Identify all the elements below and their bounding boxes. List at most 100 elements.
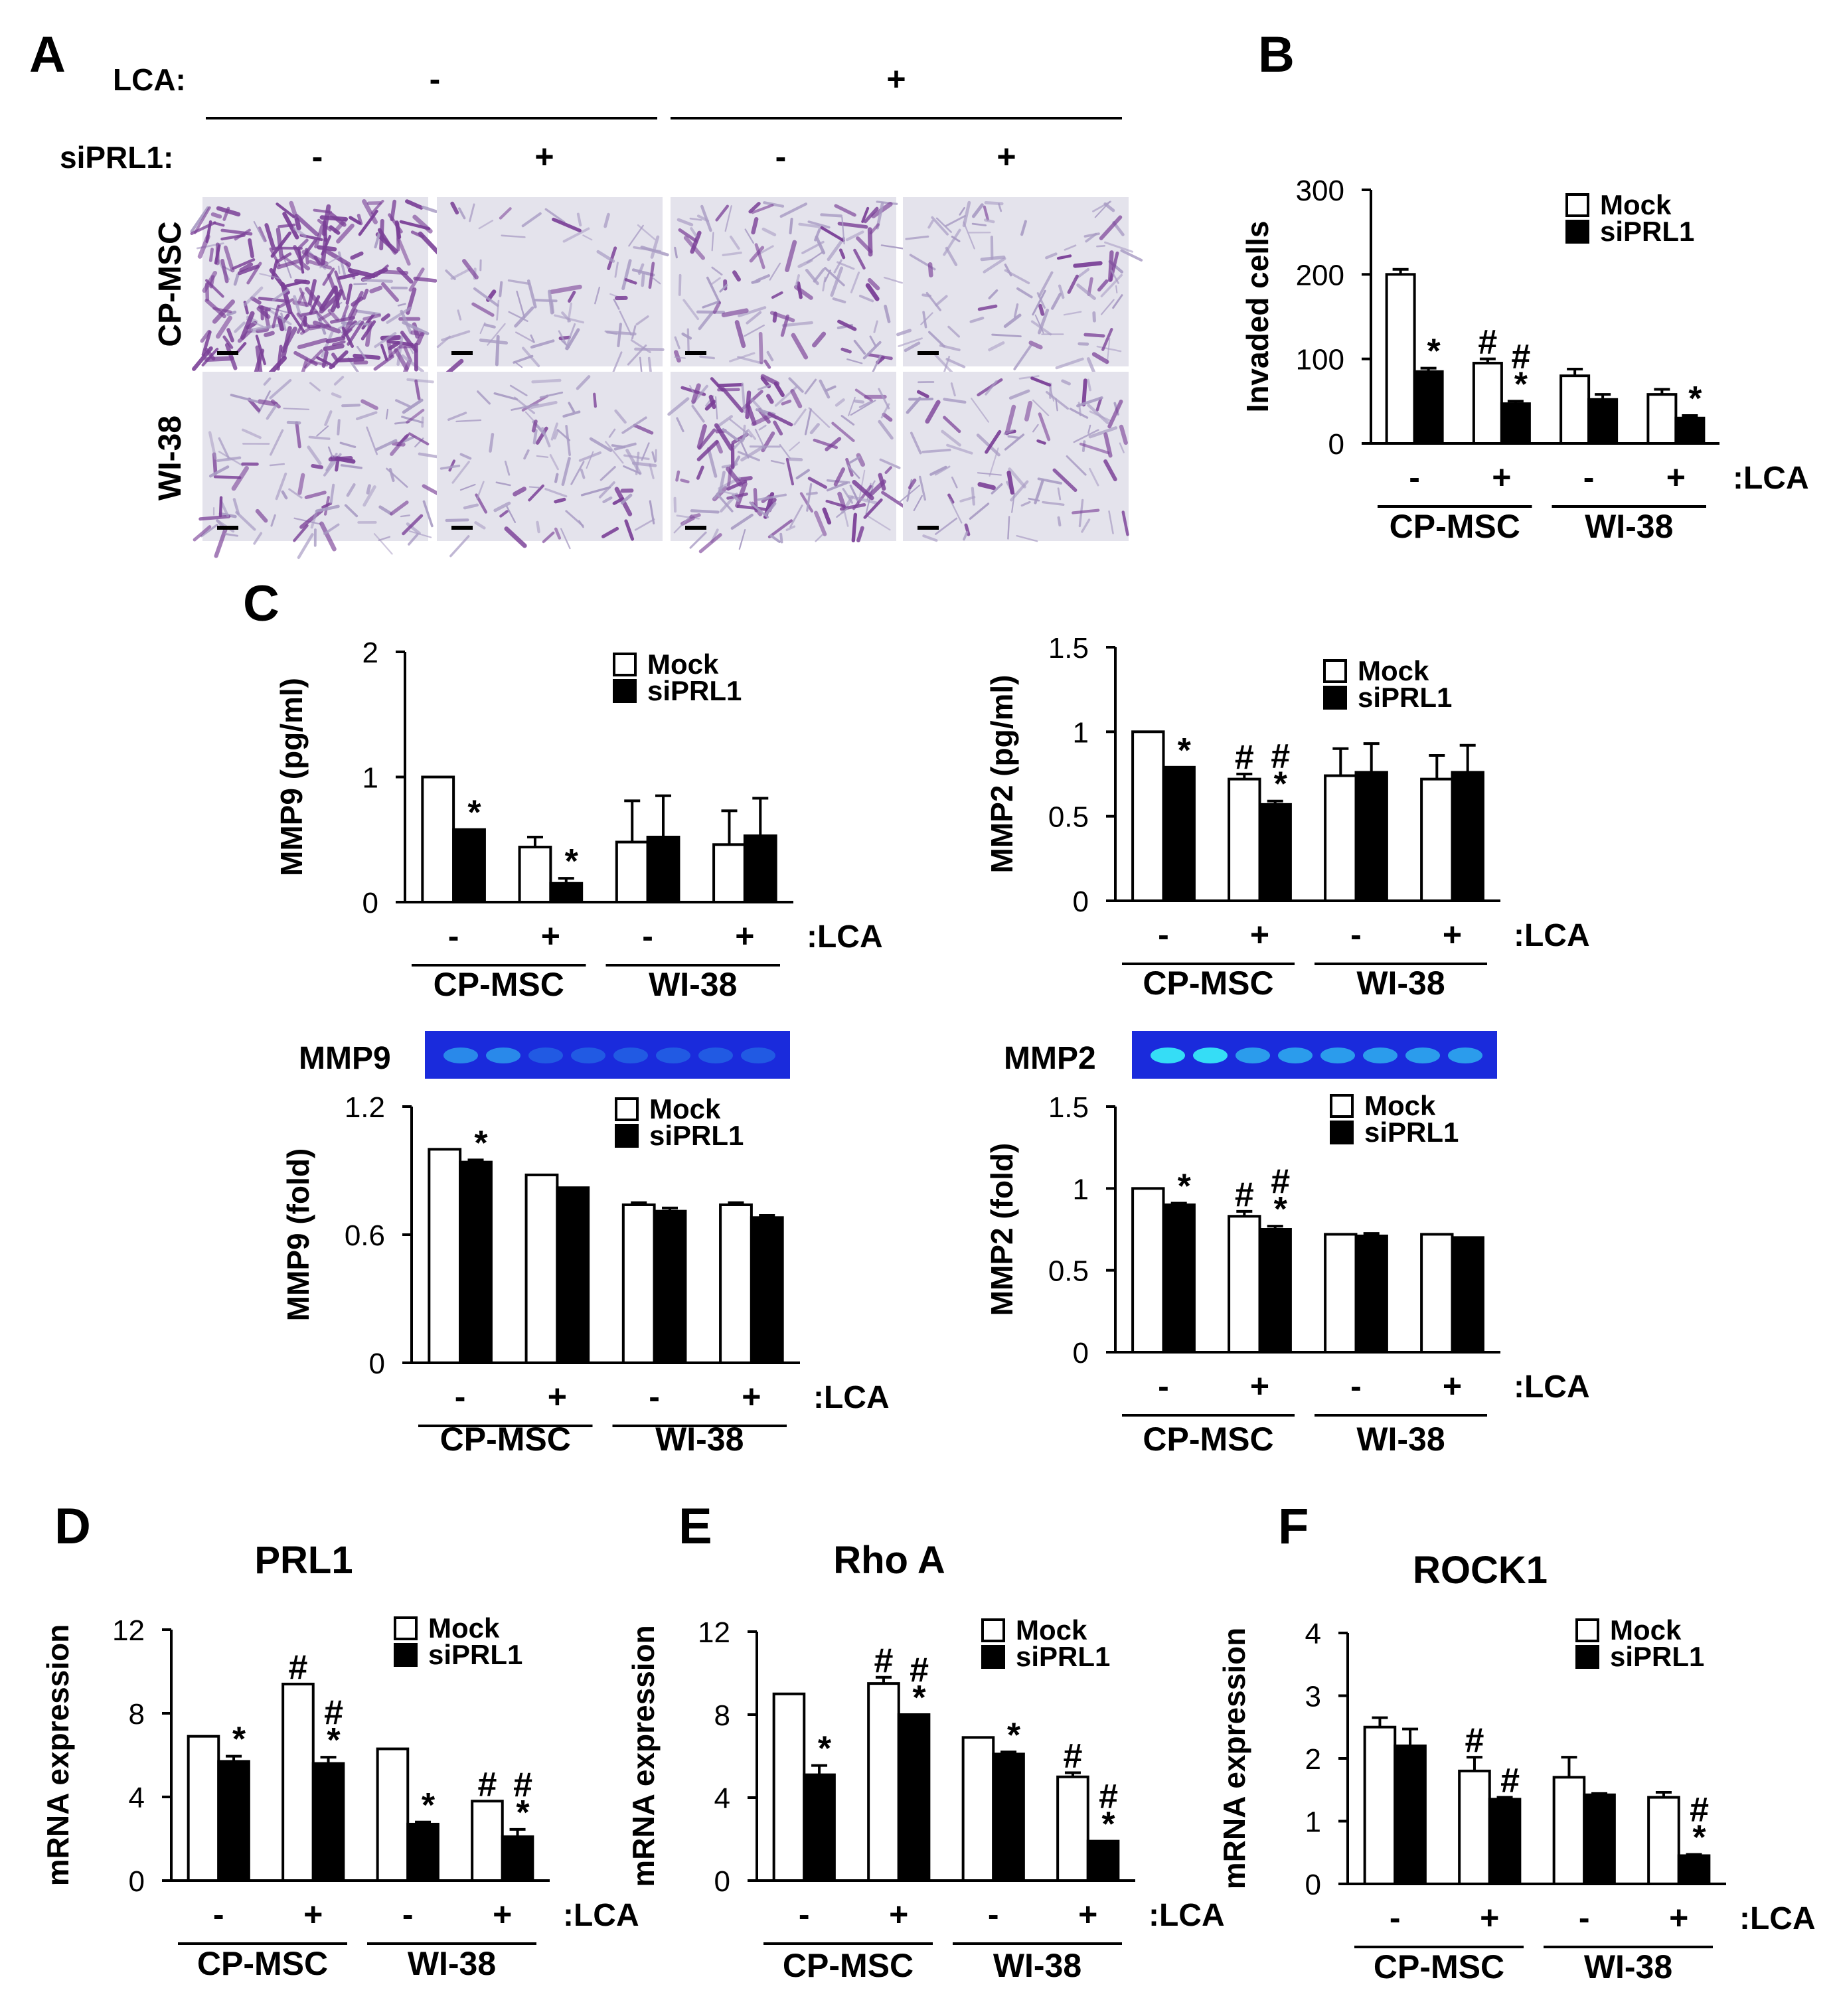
y-tick-label: 8 xyxy=(714,1699,730,1732)
lca-axis-suffix: :LCA xyxy=(1733,461,1809,496)
legend-label: Mock xyxy=(647,649,719,680)
lca-sign: - xyxy=(649,1378,660,1415)
legend-swatch xyxy=(1323,659,1347,683)
stained-cell xyxy=(421,416,424,428)
stained-cell xyxy=(576,375,591,390)
stained-cell xyxy=(513,396,536,414)
bar-mock xyxy=(1552,1776,1586,1886)
significance-mark: * xyxy=(1688,380,1702,418)
stained-cell xyxy=(208,248,214,262)
stained-cell xyxy=(700,204,712,232)
panel-label-a: A xyxy=(29,27,66,83)
micrograph-r1-c1 xyxy=(190,197,441,386)
stained-cell xyxy=(493,501,511,512)
stained-cell xyxy=(307,445,322,465)
stained-cell xyxy=(724,205,732,232)
stained-cell xyxy=(406,378,434,384)
stained-cell xyxy=(980,256,1006,262)
gel-mmp2: MMP2 xyxy=(1004,1031,1497,1079)
stained-cell xyxy=(621,416,647,434)
stained-cell xyxy=(962,200,971,228)
micrograph-grid xyxy=(190,197,1143,560)
stained-cell xyxy=(548,289,554,315)
significance-mark: * xyxy=(422,1786,436,1825)
stained-cell xyxy=(299,239,317,262)
stained-cell xyxy=(309,303,332,329)
stained-cell xyxy=(815,534,824,542)
stained-cell xyxy=(716,383,744,388)
stained-cell xyxy=(826,481,848,492)
stained-cell xyxy=(1037,308,1050,335)
stained-cell xyxy=(353,353,381,360)
lca-sign: + xyxy=(735,917,754,955)
stained-cell xyxy=(552,217,582,232)
gel-mmp2-label: MMP2 xyxy=(1004,1041,1096,1076)
stained-cell xyxy=(311,463,324,469)
stained-cell xyxy=(614,409,627,424)
stained-cell xyxy=(714,423,734,451)
stained-cell xyxy=(373,354,394,371)
stained-cell xyxy=(199,514,231,521)
stained-cell xyxy=(690,509,720,514)
significance-mark: * xyxy=(1274,1190,1288,1229)
stained-cell xyxy=(293,524,309,542)
stained-cell xyxy=(856,526,864,543)
stained-cell xyxy=(528,484,544,502)
stained-cell xyxy=(331,340,346,347)
stained-cell xyxy=(1013,303,1019,318)
stained-cell xyxy=(357,214,363,226)
stained-cell xyxy=(699,355,716,360)
stained-cell xyxy=(751,413,774,426)
stained-cell xyxy=(297,291,305,304)
stained-cell xyxy=(264,331,275,337)
stained-cell xyxy=(562,410,581,418)
stained-cell xyxy=(943,416,961,433)
panel-label-c: C xyxy=(243,576,279,632)
bar-siprl1 xyxy=(406,1822,439,1882)
bar-mock xyxy=(1646,393,1678,445)
stained-cell xyxy=(835,398,845,407)
legend-label: Mock xyxy=(1358,655,1429,686)
stained-cell xyxy=(939,344,961,352)
stained-cell xyxy=(785,525,796,532)
stained-cell xyxy=(1112,294,1123,309)
stained-cell xyxy=(989,447,999,477)
bar-mock xyxy=(1472,362,1503,445)
stained-cell xyxy=(722,252,742,257)
significance-mark: # xyxy=(324,1693,343,1732)
stained-cell xyxy=(222,335,234,349)
stained-cell xyxy=(1042,501,1065,506)
stained-cell xyxy=(761,227,777,236)
sirpl1-value-1: - xyxy=(312,138,323,175)
stained-cell xyxy=(483,323,496,329)
stained-cell xyxy=(226,328,234,343)
stained-cell xyxy=(711,232,714,252)
stained-cell xyxy=(269,463,285,467)
legend-swatch xyxy=(613,653,637,676)
bar-mock xyxy=(524,1173,559,1365)
stained-cell xyxy=(253,220,266,242)
stained-cell xyxy=(1081,378,1087,407)
stained-cell xyxy=(678,228,698,243)
stained-cell xyxy=(596,250,615,263)
stained-cell xyxy=(985,380,998,396)
stained-cell xyxy=(608,428,616,438)
stained-cell xyxy=(508,311,528,323)
y-tick-label: 0 xyxy=(1073,1337,1089,1369)
y-tick-label: 1 xyxy=(1305,1806,1321,1839)
gel-mmp9-strip xyxy=(425,1031,790,1079)
stained-cell xyxy=(1076,283,1096,300)
stained-cell xyxy=(1100,299,1115,315)
bar-siprl1 xyxy=(1162,765,1196,903)
stained-cell xyxy=(733,433,748,449)
stained-cell xyxy=(314,224,325,249)
micrograph-r1-c3 xyxy=(671,197,907,382)
lca-sign: - xyxy=(455,1378,466,1415)
stained-cell xyxy=(801,240,825,254)
stained-cell xyxy=(1088,426,1118,439)
stained-cell xyxy=(192,346,213,371)
stained-cell xyxy=(927,262,933,277)
